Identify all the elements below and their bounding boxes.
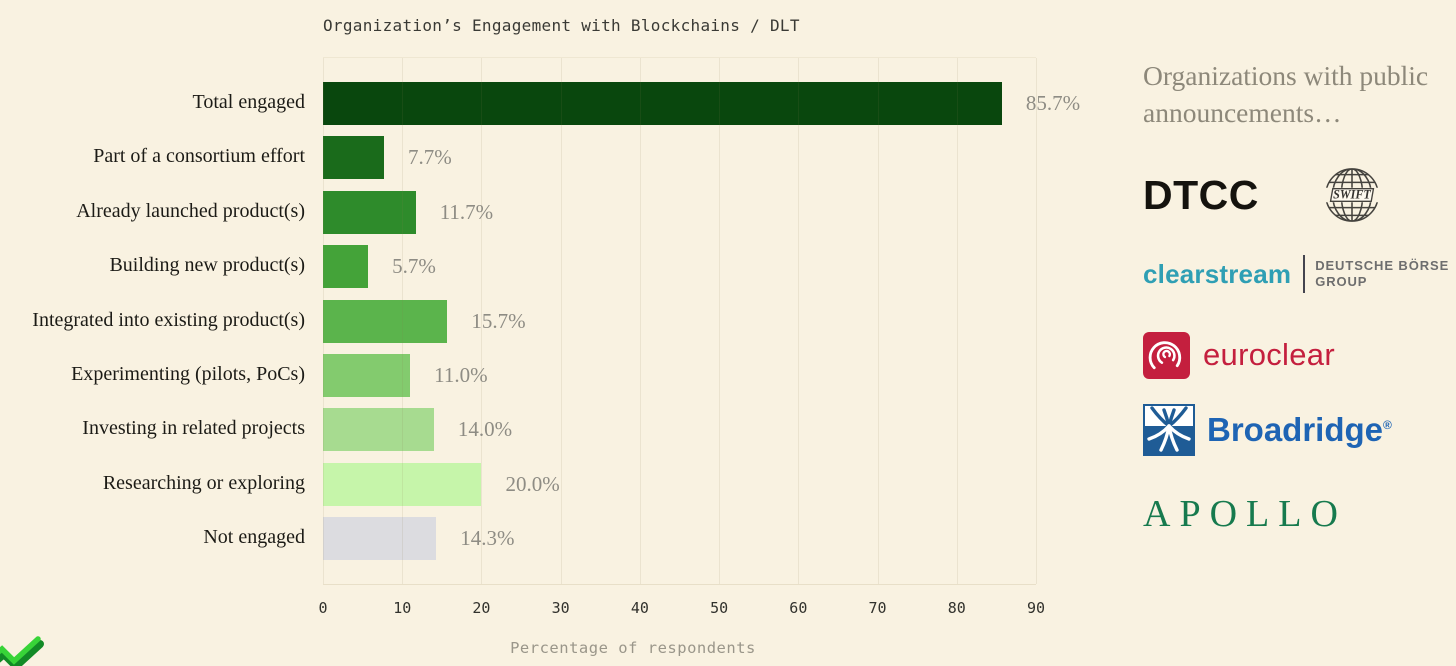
- logo-row-apollo: APOLLO: [1143, 492, 1347, 536]
- bar-1: [323, 136, 384, 180]
- green-squiggle-decoration: [0, 636, 44, 666]
- gridline-80: [956, 58, 958, 584]
- bar-7: [323, 462, 482, 506]
- x-tick-label-40: 40: [630, 599, 649, 617]
- bar-value-label-6: 14.0%: [457, 417, 513, 442]
- bar-value-label-4: 15.7%: [471, 308, 526, 333]
- bar-value-label-2: 11.7%: [439, 199, 494, 224]
- deutsche-boerse-line1: DEUTSCHE BÖRSE: [1315, 258, 1450, 274]
- deutsche-boerse-group-logo: DEUTSCHE BÖRSE GROUP: [1315, 258, 1449, 289]
- x-axis-label: Percentage of respondents: [510, 639, 756, 657]
- sidebar: Organizations with public announcements……: [1143, 0, 1456, 666]
- gridline-40: [639, 58, 641, 584]
- apollo-logo: APOLLO: [1143, 493, 1347, 535]
- registered-trademark-mark: ®: [1383, 418, 1392, 432]
- category-label-6: Investing in related projects: [82, 417, 305, 440]
- x-ticks: 0 10 20 30 40 50 60 70 80 90: [318, 585, 1045, 617]
- category-label-1: Part of a consortium effort: [93, 145, 305, 168]
- bar-value-label-8: 14.3%: [460, 526, 515, 551]
- x-tick-label-80: 80: [947, 599, 966, 617]
- category-labels: Total engaged Part of a consortium effort…: [0, 57, 305, 585]
- bar-6: [323, 408, 434, 452]
- category-label-8: Not engaged: [203, 526, 305, 549]
- gridline-20: [481, 58, 483, 584]
- x-tick-label-0: 0: [318, 599, 328, 617]
- broadridge-logo: Broadridge®: [1207, 411, 1392, 449]
- category-label-5: Experimenting (pilots, PoCs): [71, 363, 305, 385]
- bar-3: [323, 245, 369, 289]
- broadridge-logo-text: Broadridge: [1207, 411, 1384, 448]
- bar-value-label-0: 85.7%: [1025, 91, 1081, 115]
- bar-value-label-5: 11.0%: [434, 363, 488, 387]
- x-tick-label-20: 20: [472, 599, 491, 617]
- gridline-30: [560, 58, 562, 584]
- gridline-90: [1036, 58, 1037, 584]
- x-tick-label-10: 10: [393, 599, 412, 617]
- bar-0: [323, 82, 1002, 125]
- logo-row-dtcc-swift: DTCC SWIFT: [1143, 163, 1383, 227]
- bar-value-label-1: 7.7%: [408, 145, 452, 170]
- gridline-50: [719, 58, 721, 584]
- bar-value-label-3: 5.7%: [392, 254, 436, 279]
- x-tick-label-70: 70: [868, 599, 887, 617]
- category-label-7: Researching or exploring: [102, 471, 305, 494]
- gridline-60: [798, 58, 800, 584]
- euroclear-swirl-icon: [1143, 331, 1190, 379]
- x-tick-label-30: 30: [551, 599, 570, 617]
- bar-value-label-7: 20.0%: [505, 471, 560, 496]
- logo-row-broadridge: Broadridge®: [1143, 403, 1392, 457]
- sidebar-heading: Organizations with public announcements…: [1143, 60, 1429, 129]
- gridline-10: [402, 58, 404, 584]
- gridline-70: [877, 58, 879, 584]
- x-tick-label-60: 60: [789, 599, 808, 617]
- broadridge-tree-icon: [1143, 404, 1195, 456]
- bar-4: [323, 299, 448, 343]
- swift-logo-text: SWIFT: [1333, 188, 1371, 202]
- x-tick-label-50: 50: [710, 599, 729, 617]
- plot-area: 85.7% 7.7% 11.7% 5.7% 15.7% 11.0% 14.0% 20.0% 14…: [323, 57, 1080, 585]
- chart-title: Organization’s Engagement with Blockchai…: [323, 16, 800, 35]
- category-label-4: Integrated into existing product(s): [32, 308, 305, 331]
- dtcc-logo: DTCC: [1143, 171, 1259, 218]
- clearstream-logo: clearstream: [1143, 258, 1292, 289]
- x-tick-label-90: 90: [1026, 599, 1046, 617]
- euroclear-logo: euroclear: [1203, 337, 1335, 372]
- bar-8: [323, 517, 437, 561]
- logo-row-euroclear: euroclear: [1143, 331, 1335, 379]
- gridline-0: [323, 58, 324, 584]
- bar-5: [323, 354, 411, 397]
- deutsche-boerse-line2: GROUP: [1315, 274, 1368, 289]
- swift-globe-icon: SWIFT: [1324, 168, 1380, 222]
- bar-2: [323, 190, 416, 234]
- logo-row-clearstream: clearstream DEUTSCHE BÖRSE GROUP: [1143, 252, 1449, 296]
- category-label-3: Building new product(s): [109, 254, 305, 277]
- category-label-2: Already launched product(s): [76, 199, 305, 222]
- clearstream-divider: [1303, 255, 1306, 293]
- category-label-0: Total engaged: [192, 91, 305, 113]
